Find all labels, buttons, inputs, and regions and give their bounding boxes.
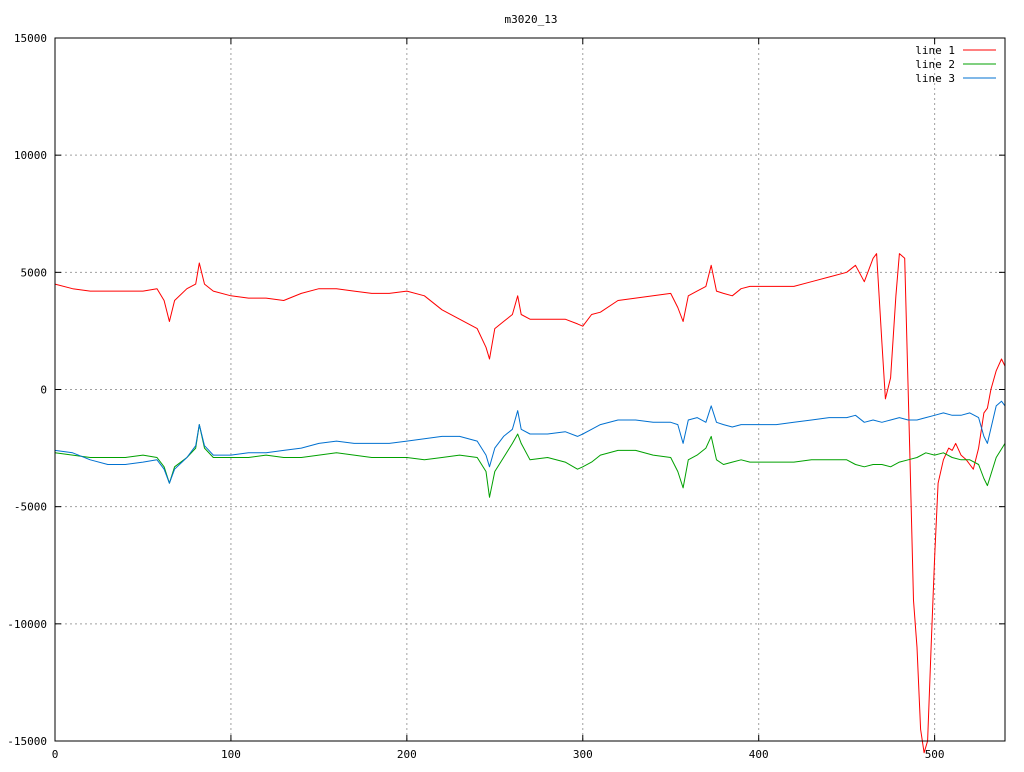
- series-line-1: [54, 253, 1006, 754]
- series-lines: [54, 253, 1006, 754]
- x-tick-label: 500: [925, 748, 945, 761]
- x-tick-label: 200: [397, 748, 417, 761]
- legend-label-2: line 2: [915, 58, 955, 71]
- legend-label-1: line 1: [915, 44, 955, 57]
- x-tick-label: 0: [52, 748, 59, 761]
- x-tick-label: 100: [221, 748, 241, 761]
- series-line-3: [54, 400, 1006, 484]
- grid-lines: [55, 38, 1005, 741]
- x-tick-label: 400: [749, 748, 769, 761]
- series-line-2: [54, 424, 1006, 498]
- y-tick-label: -5000: [14, 501, 47, 514]
- chart-title: m3020_13: [505, 13, 558, 26]
- y-tick-label: 0: [40, 384, 47, 397]
- y-tick-label: 15000: [14, 32, 47, 45]
- axis-ticks: 0 100 200 300 400 500 -15000 -10000 -5000 0 5000 10…: [7, 32, 1005, 761]
- y-tick-label: -15000: [7, 735, 47, 748]
- y-tick-label: -10000: [7, 618, 47, 631]
- y-tick-label: 10000: [14, 149, 47, 162]
- y-tick-label: 5000: [21, 266, 48, 279]
- x-tick-label: 300: [573, 748, 593, 761]
- legend-label-3: line 3: [915, 72, 955, 85]
